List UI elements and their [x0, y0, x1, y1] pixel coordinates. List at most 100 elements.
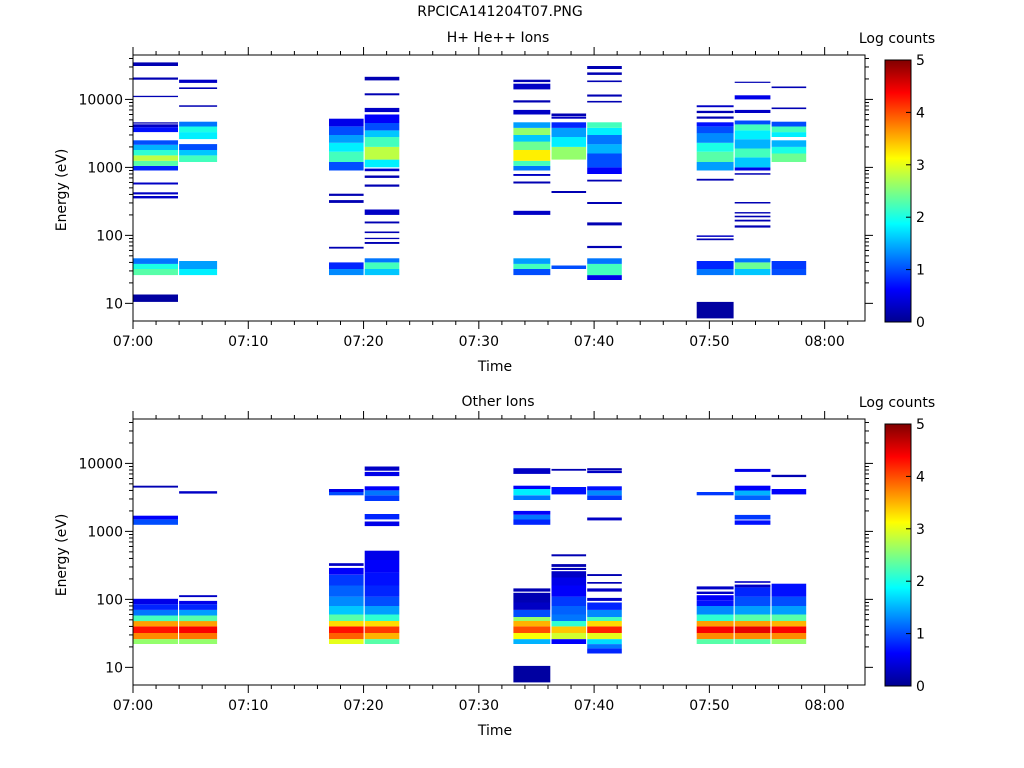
- heatmap-cell: [587, 100, 622, 103]
- heatmap-cell: [329, 193, 364, 196]
- heatmap-cell: [513, 514, 551, 520]
- heatmap-cell: [329, 621, 364, 627]
- heatmap-cell: [364, 521, 400, 527]
- heatmap-cell: [364, 633, 400, 640]
- heatmap-cell: [734, 120, 771, 125]
- heatmap-cell: [513, 626, 551, 633]
- heatmap-cell: [329, 269, 364, 276]
- heatmap-cell: [587, 602, 622, 610]
- heatmap-cell: [133, 519, 178, 525]
- heatmap-cell: [513, 665, 551, 683]
- heatmap-cell: [551, 639, 587, 644]
- heatmap-cell: [364, 626, 400, 633]
- heatmap-cell: [696, 235, 734, 237]
- heatmap-cell: [329, 142, 364, 152]
- heatmap-cell: [133, 626, 178, 633]
- heatmap-cell: [696, 122, 734, 127]
- heatmap-cell: [734, 514, 771, 520]
- x-axis: 07:00 07:10 07:20 07:30 07:40 07:50 08:00: [113, 47, 849, 350]
- colorbar-label: Log counts: [859, 31, 935, 47]
- heatmap-cell: [734, 219, 771, 222]
- heatmap-cell: [587, 574, 622, 576]
- heatmap-cell: [771, 639, 807, 644]
- heatmap-cell: [734, 495, 771, 500]
- heatmap-cell: [587, 263, 622, 269]
- x-axis: 07:00 07:10 07:20 07:30 07:40 07:50 08:00: [113, 411, 849, 714]
- heatmap-cell: [734, 157, 771, 168]
- heatmap-cell: [179, 126, 218, 133]
- x-axis-label: Time: [477, 723, 512, 739]
- heatmap-cell: [696, 105, 734, 108]
- heatmap-cell: [133, 598, 178, 605]
- heatmap-cell: [771, 86, 807, 89]
- heatmap-cell: [734, 621, 771, 627]
- heatmap-cell: [696, 162, 734, 171]
- heatmap-cell: [364, 107, 400, 113]
- heatmap-cell: [734, 596, 771, 606]
- colorbar: 0 1 2 3 4 5: [884, 417, 925, 695]
- heatmap-cell: [734, 584, 771, 588]
- heatmap-cell: [587, 609, 622, 617]
- heatmap-cell: [734, 95, 771, 100]
- heatmap-cell: [696, 626, 734, 633]
- heatmap-cell: [696, 126, 734, 134]
- heatmap-cell: [329, 639, 364, 644]
- heatmap-cell: [364, 168, 400, 172]
- heatmap-cell: [734, 614, 771, 621]
- heatmap-cell: [771, 489, 807, 495]
- heatmap-cell: [587, 122, 622, 128]
- plot-frame: [132, 418, 866, 686]
- heatmap-cell: [179, 621, 218, 627]
- heatmap-cell: [696, 151, 734, 162]
- y-tick-label: 100: [96, 228, 123, 244]
- heatmap-cell: [179, 626, 218, 633]
- heatmap-cell: [734, 124, 771, 131]
- colorbar-tick-label: 3: [916, 522, 925, 538]
- heatmap-cell: [329, 614, 364, 621]
- y-tick-label: 100: [96, 592, 123, 608]
- heatmap-cell: [513, 160, 551, 166]
- heatmap-cell: [364, 585, 400, 597]
- heatmap-cell: [329, 489, 364, 492]
- heatmap-cell: [551, 116, 587, 119]
- heatmap-cell: [734, 167, 771, 171]
- colorbar-gradient: [884, 423, 912, 687]
- heatmap-cell: [734, 587, 771, 597]
- y-tick-label: 10000: [78, 456, 123, 472]
- heatmap-cell: [513, 141, 551, 150]
- heatmap-cell: [734, 490, 771, 496]
- heatmap-cell: [133, 621, 178, 627]
- heatmap-cell: [364, 146, 400, 160]
- heatmap-cell: [133, 155, 178, 161]
- y-tick-label: 1000: [87, 160, 123, 176]
- heatmap-cell: [133, 62, 178, 66]
- heatmap-cell: [696, 261, 734, 269]
- heatmap-cell: [771, 261, 807, 269]
- heatmap-cell: [587, 626, 622, 633]
- heatmap-cell: [133, 604, 178, 610]
- heatmap-cell: [179, 595, 218, 598]
- heatmap-cell: [364, 123, 400, 131]
- heatmap-cell: [551, 122, 587, 128]
- heatmap-cell: [587, 582, 622, 584]
- heatmap-cell: [513, 181, 551, 184]
- heatmap-cell: [513, 258, 551, 264]
- x-tick-label: 07:40: [574, 698, 614, 714]
- heatmap-cell: [587, 179, 622, 182]
- heatmap-cell: [734, 130, 771, 140]
- heatmap-cell: [587, 153, 622, 168]
- heatmap-cell: [513, 128, 551, 135]
- heatmap-cell: [771, 583, 807, 597]
- heatmap-cell: [551, 577, 587, 586]
- heatmap-cell: [771, 126, 807, 133]
- heatmap-cell: [364, 159, 400, 168]
- heatmap-cell: [133, 485, 178, 488]
- heatmap-cell: [734, 269, 771, 276]
- heatmap-cell: [587, 202, 622, 204]
- heatmap-cell: [513, 83, 551, 90]
- heatmap-cell: [734, 468, 771, 472]
- heatmap-cell: [329, 126, 364, 135]
- heatmap-cell: [696, 621, 734, 627]
- colorbar-tick-label: 0: [916, 679, 925, 695]
- colorbar-tick-label: 5: [916, 53, 925, 69]
